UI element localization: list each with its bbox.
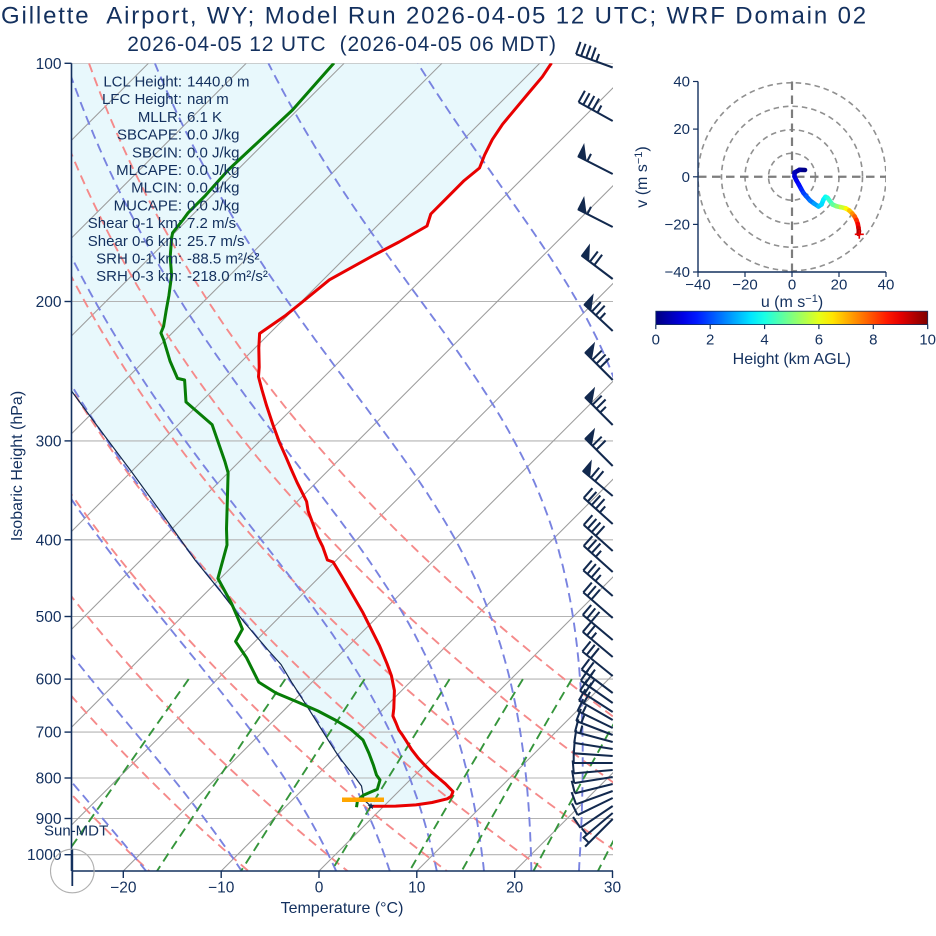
svg-text:30: 30 [604,880,622,897]
svg-text:6.1 K: 6.1 K [187,109,222,126]
svg-text:MLLR:: MLLR: [138,109,182,126]
svg-text:0: 0 [315,880,324,897]
svg-text:SBCIN:: SBCIN: [132,144,182,161]
svg-text:-88.5 m²/s²: -88.5 m²/s² [187,251,260,268]
svg-text:700: 700 [36,725,62,742]
svg-text:7.2 m/s: 7.2 m/s [187,215,236,232]
svg-text:40: 40 [673,74,690,91]
svg-text:Shear 0-6 km:: Shear 0-6 km: [88,233,182,250]
svg-text:20: 20 [673,121,690,138]
svg-text:25.7 m/s: 25.7 m/s [187,233,245,250]
svg-text:100: 100 [36,56,62,73]
svg-text:20: 20 [831,277,848,294]
svg-text:0: 0 [652,332,660,349]
svg-text:MLCIN:: MLCIN: [131,180,182,197]
svg-text:Height (km AGL): Height (km AGL) [733,351,851,368]
svg-text:SBCAPE:: SBCAPE: [117,127,182,144]
svg-text:10: 10 [919,332,936,349]
svg-text:0: 0 [788,277,796,294]
svg-text:4: 4 [760,332,768,349]
svg-text:0.0 J/kg: 0.0 J/kg [187,144,240,161]
svg-text:200: 200 [36,294,62,311]
svg-text:−40: −40 [685,277,710,294]
svg-text:300: 300 [36,433,62,450]
svg-text:800: 800 [36,771,62,788]
svg-text:1440.0 m: 1440.0 m [187,74,250,91]
svg-text:600: 600 [36,672,62,689]
svg-text:2026-04-05 12 UTC (2026-04-05: 2026-04-05 12 UTC (2026-04-05 06 MDT) [127,33,557,56]
svg-text:6: 6 [815,332,823,349]
svg-text:MLCAPE:: MLCAPE: [116,162,182,179]
svg-text:−40: −40 [665,264,690,281]
svg-text:400: 400 [36,532,62,549]
svg-text:0.0 J/kg: 0.0 J/kg [187,197,240,214]
svg-text:−20: −20 [110,880,137,897]
svg-text:0: 0 [682,169,690,186]
svg-text:500: 500 [36,609,62,626]
svg-text:−20: −20 [665,216,690,233]
svg-text:SRH 0-1 km:: SRH 0-1 km: [96,251,182,268]
svg-text:LFC Height:: LFC Height: [102,91,182,108]
svg-text:0.0 J/kg: 0.0 J/kg [187,162,240,179]
svg-text:-218.0 m²/s²: -218.0 m²/s² [187,268,268,285]
svg-text:−20: −20 [732,277,757,294]
svg-text:40: 40 [878,277,895,294]
svg-text:MUCAPE:: MUCAPE: [114,197,182,214]
svg-text:nan m: nan m [187,91,229,108]
svg-text:Shear 0-1 km:: Shear 0-1 km: [88,215,182,232]
svg-text:Sun-MDT: Sun-MDT [44,823,108,840]
svg-text:8: 8 [869,332,877,349]
svg-text:Isobaric Height (hPa): Isobaric Height (hPa) [9,391,26,541]
svg-text:Temperature (°C): Temperature (°C) [281,900,404,917]
svg-text:u (m s−1): u (m s−1) [761,293,823,311]
svg-text:2: 2 [706,332,714,349]
svg-text:0.0 J/kg: 0.0 J/kg [187,127,240,144]
svg-text:10: 10 [408,880,426,897]
svg-text:SRH 0-3 km:: SRH 0-3 km: [96,268,182,285]
svg-text:0.0 J/kg: 0.0 J/kg [187,180,240,197]
svg-text:−10: −10 [208,880,235,897]
svg-text:v (m s−1): v (m s−1) [633,146,651,207]
svg-text:LCL Height:: LCL Height: [103,74,182,91]
svg-text:Gillette Airport, WY; Model R: Gillette Airport, WY; Model Run 2026-04-… [1,3,868,30]
svg-text:20: 20 [506,880,524,897]
svg-text:900: 900 [36,811,62,828]
